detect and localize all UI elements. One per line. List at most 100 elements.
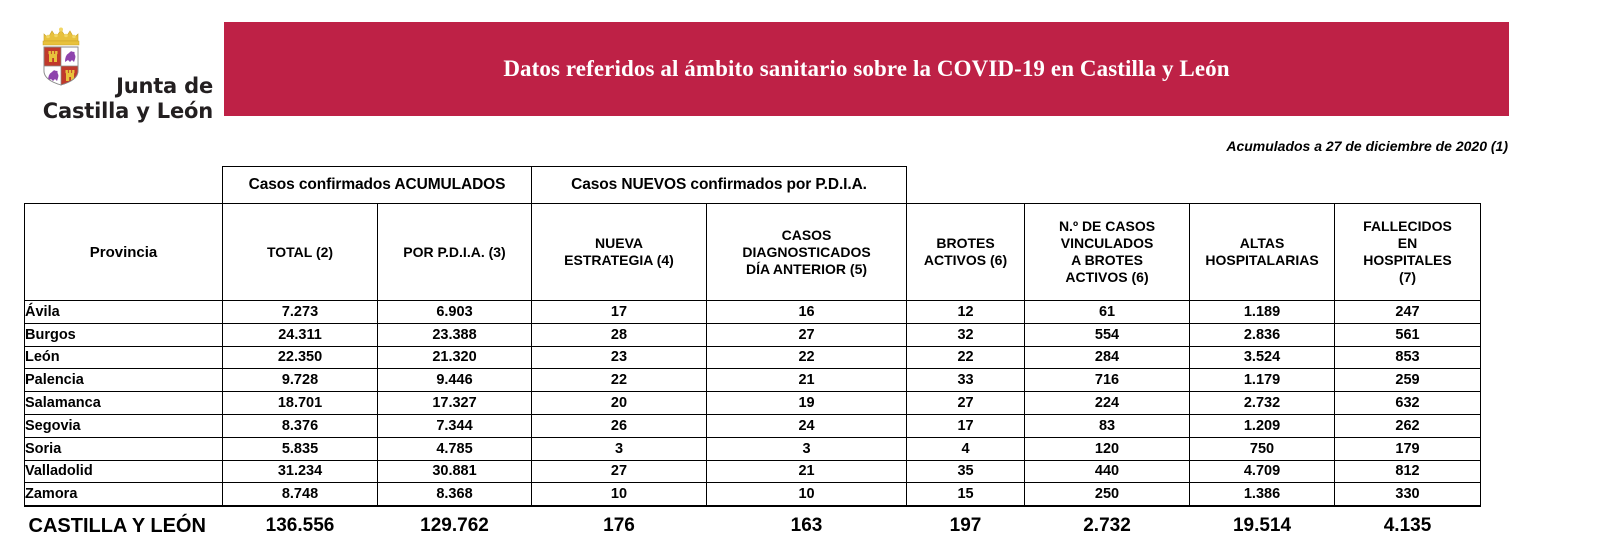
junta-logo-text: Junta de Castilla y León [18,74,213,124]
cell-casos-vinculados: 83 [1024,413,1191,438]
table-row: Ávila 7.273 6.903 17 16 12 61 1.189 247 [24,300,1482,324]
accumulated-date-note: Acumulados a 27 de diciembre de 2020 (1) [1226,138,1508,154]
cell-casos-diagnosticados: 21 [705,459,908,484]
cell-brotes-activos: 17 [906,413,1026,438]
table-group-header-row: Casos confirmados ACUMULADOS Casos NUEVO… [25,166,1481,204]
cell-total: 5.835 [222,436,378,461]
cell-provincia: Valladolid [24,459,223,484]
cell-brotes-activos: 15 [906,482,1026,507]
total-casos-diagnosticados: 163 [706,505,907,546]
cell-casos-diagnosticados: 16 [705,300,908,324]
total-por-pdia: 129.762 [377,505,532,546]
column-header-casos-vinculados-line-2: VINCULADOS [1060,235,1154,251]
column-header-casos-vinculados-line-4: ACTIVOS (6) [1065,269,1149,285]
cell-provincia: Ávila [24,300,223,324]
cell-fallecidos: 561 [1334,322,1482,347]
cell-nueva-estrategia: 22 [531,368,707,393]
cell-total: 9.728 [222,368,378,393]
logo-line-1: Junta de [116,74,213,98]
cell-altas-hospitalarias: 2.732 [1189,391,1336,415]
column-header-provincia: Provincia [24,203,223,301]
cell-por-pdia: 30.881 [377,459,532,484]
cell-casos-vinculados: 224 [1024,391,1191,415]
column-header-fallecidos-line-1: FALLECIDOS [1363,218,1452,234]
cell-fallecidos: 262 [1334,413,1482,438]
column-header-brotes-activos-line-1: BROTES [936,235,995,251]
column-header-nueva-estrategia: NUEVA ESTRATEGIA (4) [531,203,707,301]
total-fallecidos: 4.135 [1334,505,1481,546]
cell-casos-diagnosticados: 24 [705,413,908,438]
cell-fallecidos: 632 [1334,391,1482,415]
cell-provincia: Zamora [24,482,223,507]
cell-brotes-activos: 27 [906,391,1026,415]
cell-total: 24.311 [222,322,378,347]
cell-brotes-activos: 33 [906,368,1026,393]
coat-of-arms-icon [42,27,80,86]
table-row: Zamora 8.748 8.368 10 10 15 250 1.386 33… [24,482,1482,507]
column-header-casos-diagnosticados: CASOS DIAGNOSTICADOS DÍA ANTERIOR (5) [705,203,908,301]
cell-total: 18.701 [222,391,378,415]
group-header-nuevos: Casos NUEVOS confirmados por P.D.I.A. [530,166,908,204]
cell-fallecidos: 259 [1334,368,1482,393]
junta-logo: Junta de Castilla y León [18,22,213,124]
cell-brotes-activos: 4 [906,436,1026,461]
cell-casos-vinculados: 716 [1024,368,1191,393]
column-header-casos-vinculados: N.º DE CASOS VINCULADOS A BROTES ACTIVOS… [1024,203,1191,301]
group-header-empty-altas [1190,167,1335,204]
covid-data-table-container: Casos confirmados ACUMULADOS Casos NUEVO… [24,166,1482,546]
cell-provincia: Palencia [24,368,223,393]
cell-por-pdia: 21.320 [377,345,532,370]
group-header-spacer [25,167,223,204]
cell-casos-diagnosticados: 21 [705,368,908,393]
cell-altas-hospitalarias: 750 [1189,436,1336,461]
cell-provincia: Soria [24,436,223,461]
total-casos-vinculados: 2.732 [1024,505,1190,546]
cell-provincia: Burgos [24,322,223,347]
cell-altas-hospitalarias: 4.709 [1189,459,1336,484]
covid-data-table: Casos confirmados ACUMULADOS Casos NUEVO… [24,166,1482,546]
cell-casos-diagnosticados: 19 [705,391,908,415]
table-row: Burgos 24.311 23.388 28 27 32 554 2.836 … [24,322,1482,347]
table-row: Salamanca 18.701 17.327 20 19 27 224 2.7… [24,391,1482,415]
table-row: León 22.350 21.320 23 22 22 284 3.524 85… [24,345,1482,370]
table-row: Valladolid 31.234 30.881 27 21 35 440 4.… [24,459,1482,484]
column-header-casos-diagnosticados-line-2: DIAGNOSTICADOS [742,243,871,260]
total-brotes-activos: 197 [906,505,1025,546]
cell-brotes-activos: 35 [906,459,1026,484]
cell-por-pdia: 8.368 [377,482,532,507]
cell-casos-diagnosticados: 3 [705,436,908,461]
table-row: Segovia 8.376 7.344 26 24 17 83 1.209 26… [24,413,1482,438]
column-header-por-pdia: POR P.D.I.A. (3) [377,203,532,301]
column-header-brotes-activos: BROTES ACTIVOS (6) [906,203,1026,301]
cell-fallecidos: 247 [1334,300,1482,324]
column-header-nueva-estrategia-line-2: ESTRATEGIA (4) [564,252,674,268]
page-title: Datos referidos al ámbito sanitario sobr… [503,56,1230,81]
cell-altas-hospitalarias: 1.209 [1189,413,1336,438]
table-body: Ávila 7.273 6.903 17 16 12 61 1.189 247 … [24,300,1482,546]
column-header-altas-hospitalarias-line-1: ALTAS [1239,235,1285,251]
cell-nueva-estrategia: 23 [531,345,707,370]
cell-casos-vinculados: 250 [1024,482,1191,507]
total-altas-hospitalarias: 19.514 [1189,505,1335,546]
table-row: Soria 5.835 4.785 3 3 4 120 750 179 [24,436,1482,461]
group-header-empty-brotes [907,167,1025,204]
cell-por-pdia: 4.785 [377,436,532,461]
column-header-casos-diagnosticados-line-1: CASOS [781,226,832,243]
cell-casos-vinculados: 61 [1024,300,1191,324]
cell-casos-vinculados: 284 [1024,345,1191,370]
column-header-fallecidos-line-4: (7) [1398,269,1417,285]
cell-brotes-activos: 22 [906,345,1026,370]
page-header: Junta de Castilla y León Datos referidos… [0,0,1600,130]
column-header-fallecidos-line-2: EN [1397,235,1418,251]
cell-total: 8.376 [222,413,378,438]
table-row: Palencia 9.728 9.446 22 21 33 716 1.179 … [24,368,1482,393]
cell-total: 31.234 [222,459,378,484]
cell-fallecidos: 179 [1334,436,1482,461]
group-header-empty-vinculados [1025,167,1190,204]
total-total: 136.556 [222,505,378,546]
column-header-casos-diagnosticados-line-3: DÍA ANTERIOR (5) [745,260,868,277]
title-banner: Datos referidos al ámbito sanitario sobr… [224,22,1509,116]
cell-casos-diagnosticados: 22 [705,345,908,370]
cell-nueva-estrategia: 20 [531,391,707,415]
